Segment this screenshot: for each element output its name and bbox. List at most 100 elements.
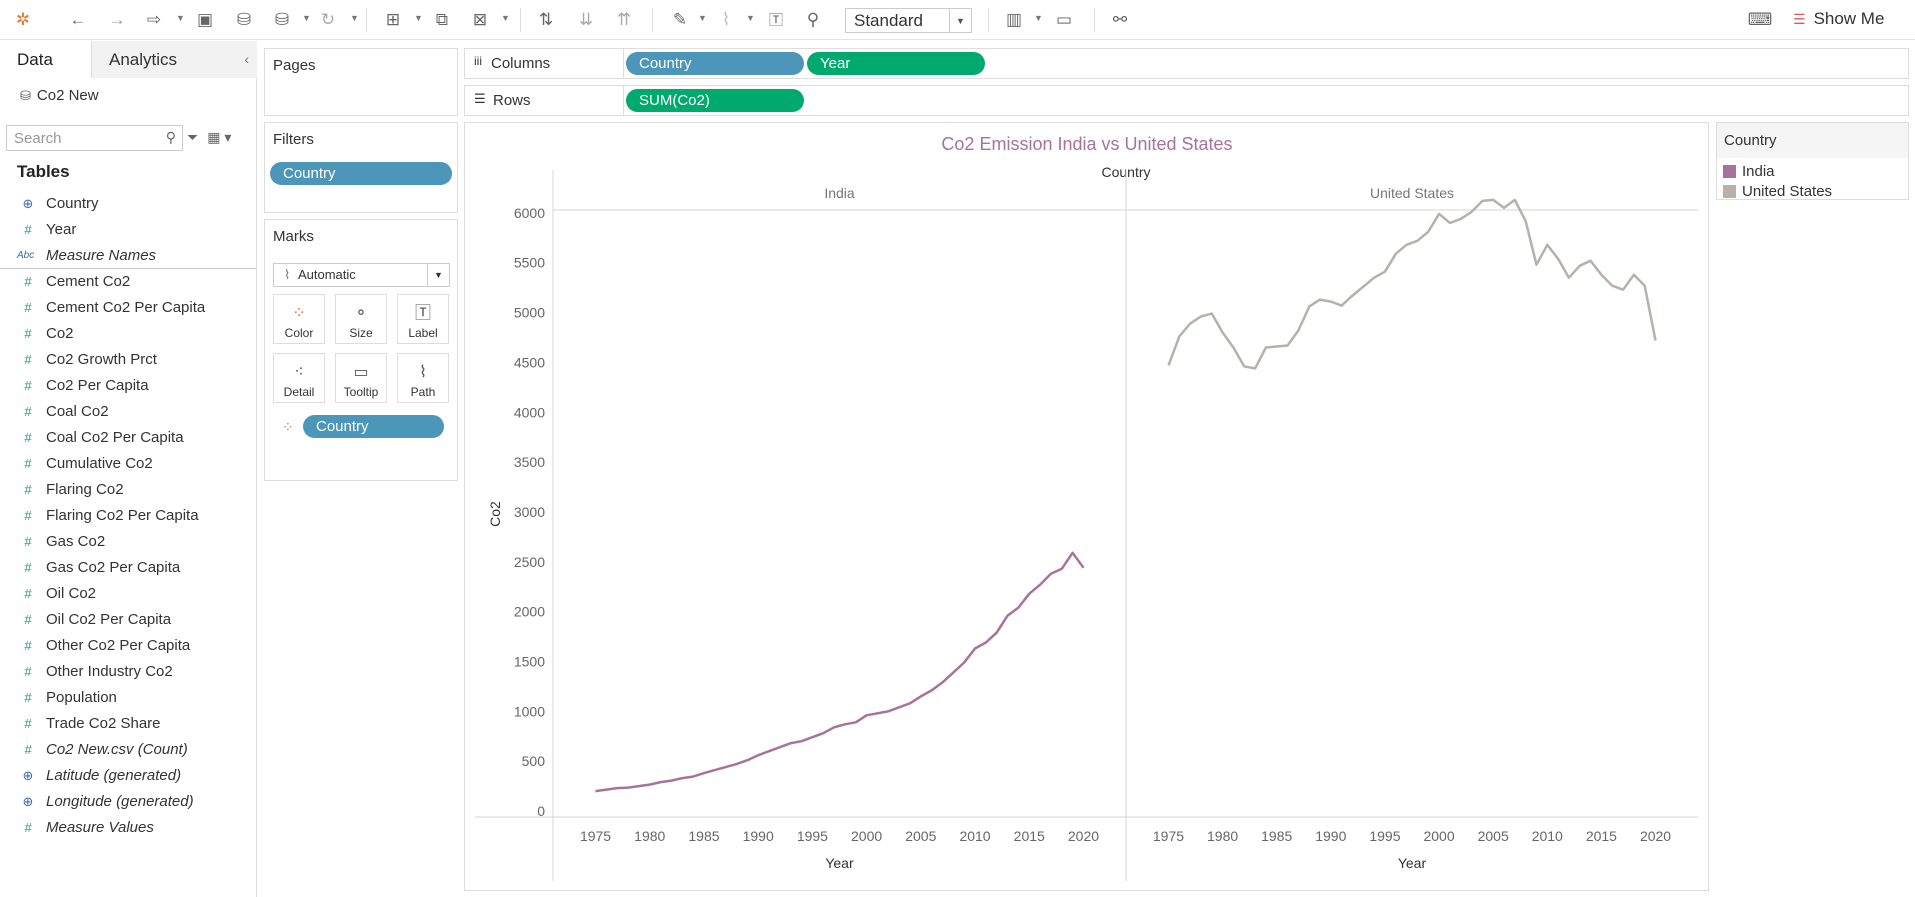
pin-icon[interactable]: ⚲	[806, 10, 820, 29]
field-item[interactable]: # Co2 Growth Prct	[0, 347, 256, 373]
swap-icon[interactable]: ⇅	[538, 10, 554, 29]
datasource-dropdown-icon[interactable]: ▼	[302, 13, 311, 23]
field-item[interactable]: # Year	[0, 217, 256, 243]
view-options-icon[interactable]: ▦ ▾	[207, 129, 232, 145]
replay-icon[interactable]: ⇨	[146, 10, 162, 29]
new-worksheet-dropdown-icon[interactable]: ▼	[414, 13, 423, 23]
field-item[interactable]: # Other Industry Co2	[0, 659, 256, 685]
clear-dropdown-icon[interactable]: ▼	[501, 13, 510, 23]
replay-dropdown-icon[interactable]: ▼	[176, 13, 185, 23]
show-me-button[interactable]: ☰ Show Me	[1793, 9, 1884, 29]
field-item[interactable]: # Population	[0, 685, 256, 711]
field-item[interactable]: # Cement Co2	[0, 269, 256, 295]
field-label: Flaring Co2	[46, 481, 124, 498]
attach-dropdown-icon[interactable]: ▼	[746, 13, 755, 23]
field-item[interactable]: # Gas Co2 Per Capita	[0, 555, 256, 581]
field-item[interactable]: # Oil Co2	[0, 581, 256, 607]
columns-shelf: iii Columns Country Year	[464, 48, 1909, 79]
field-item[interactable]: # Measure Values	[0, 815, 256, 841]
legend-item-united-states[interactable]: United States	[1723, 183, 1832, 200]
field-item[interactable]: Abc Measure Names	[0, 243, 256, 269]
attach-icon[interactable]: ⌇	[721, 10, 731, 29]
tooltip-button[interactable]: ▭ Tooltip	[335, 353, 387, 403]
collapse-icon[interactable]: ‹	[244, 51, 249, 67]
detail-button[interactable]: ⁖ Detail	[273, 353, 325, 403]
field-item[interactable]: # Cement Co2 Per Capita	[0, 295, 256, 321]
field-item[interactable]: # Oil Co2 Per Capita	[0, 607, 256, 633]
x-tick-label: 2010	[959, 828, 990, 844]
field-item[interactable]: # Coal Co2 Per Capita	[0, 425, 256, 451]
datasource-item[interactable]: ⛁ Co2 New	[20, 87, 99, 104]
marks-color-pill-country[interactable]: Country	[303, 415, 444, 438]
field-item[interactable]: # Gas Co2	[0, 529, 256, 555]
tab-data[interactable]: Data	[0, 41, 92, 78]
line-chart[interactable]: Co2 Emission India vs United StatesCount…	[465, 123, 1710, 892]
field-item[interactable]: # Co2 Per Capita	[0, 373, 256, 399]
size-button[interactable]: ⚬ Size	[335, 294, 387, 344]
field-item[interactable]: # Co2 New.csv (Count)	[0, 737, 256, 763]
rows-pill-sum-co2[interactable]: SUM(Co2)	[626, 89, 804, 112]
filter-pill-country[interactable]: Country	[270, 162, 452, 185]
new-worksheet-icon[interactable]: ⊞	[385, 10, 401, 29]
field-item[interactable]: # Coal Co2	[0, 399, 256, 425]
label-button[interactable]: 🅃 Label	[397, 294, 449, 344]
save-icon[interactable]: ▣	[196, 10, 214, 29]
y-tick-label: 3500	[514, 454, 545, 470]
chart-icon[interactable]: ▥	[1005, 10, 1023, 29]
field-label: Coal Co2 Per Capita	[46, 429, 184, 446]
x-tick-label: 1975	[1153, 828, 1184, 844]
tableau-logo-icon[interactable]: ✲	[15, 10, 31, 29]
hash-icon: #	[24, 404, 32, 419]
columns-pill-country[interactable]: Country	[626, 52, 804, 75]
color-button[interactable]: ⁘ Color	[273, 294, 325, 344]
redo-icon[interactable]: →	[108, 10, 126, 29]
text-icon[interactable]: 🅃	[769, 12, 783, 28]
highlight-dropdown-icon[interactable]: ▼	[698, 13, 707, 23]
tooltip-icon: ▭	[353, 364, 369, 381]
refresh-dropdown-icon[interactable]: ▼	[350, 13, 359, 23]
field-label: Co2 Per Capita	[46, 377, 149, 394]
chart-dropdown-icon[interactable]: ▼	[1034, 13, 1043, 23]
toolbar: ✲ ← → ⇨ ▼ ▣ ⛁ ⛁ ▼ ↻ ▼ ⊞ ▼ ⧉ ⊠ ▼ ⇅ ⇊ ⇈ ✎ …	[0, 0, 1915, 40]
field-item[interactable]: # Flaring Co2 Per Capita	[0, 503, 256, 529]
field-label: Coal Co2	[46, 403, 109, 420]
toolbar-separator	[1094, 8, 1095, 32]
share-icon[interactable]: ⚯	[1112, 10, 1128, 29]
refresh-icon[interactable]: ↻	[320, 10, 336, 29]
tooltip-settings-icon[interactable]: ⌨	[1747, 10, 1773, 29]
filter-icon[interactable]: ⏷	[187, 129, 199, 145]
field-item[interactable]: # Trade Co2 Share	[0, 711, 256, 737]
y-tick-label: 5000	[514, 305, 545, 321]
detail-button-label: Detail	[283, 385, 315, 399]
datasource-icon[interactable]: ⛁	[274, 10, 290, 29]
field-item[interactable]: # Cumulative Co2	[0, 451, 256, 477]
field-item[interactable]: ⊕ Country	[0, 191, 256, 217]
sort-asc-icon[interactable]: ⇊	[578, 10, 594, 29]
field-label: Trade Co2 Share	[46, 715, 161, 732]
duplicate-icon[interactable]: ⧉	[435, 10, 449, 29]
tab-analytics[interactable]: Analytics ‹	[92, 41, 257, 78]
sort-desc-icon[interactable]: ⇈	[616, 10, 632, 29]
path-button[interactable]: ⌇ Path	[397, 353, 449, 403]
legend-item-india[interactable]: India	[1723, 163, 1775, 180]
field-item[interactable]: # Flaring Co2	[0, 477, 256, 503]
legend-swatch-india	[1723, 165, 1736, 178]
hash-icon: #	[24, 638, 32, 653]
field-item[interactable]: ⊕ Latitude (generated)	[0, 763, 256, 789]
mark-type-select[interactable]: ⌇ Automatic ▼	[273, 263, 450, 287]
field-item[interactable]: # Other Co2 Per Capita	[0, 633, 256, 659]
fit-mode-select[interactable]: Standard ▼	[845, 8, 972, 33]
highlight-icon[interactable]: ✎	[672, 10, 688, 29]
field-item[interactable]: ⊕ Longitude (generated)	[0, 789, 256, 815]
columns-pill-year[interactable]: Year	[807, 52, 985, 75]
y-tick-label: 2000	[514, 604, 545, 620]
clear-icon[interactable]: ⊠	[472, 10, 488, 29]
field-label: Cement Co2 Per Capita	[46, 299, 206, 316]
new-datasource-icon[interactable]: ⛁	[236, 10, 252, 29]
legend-swatch-united-states	[1723, 185, 1736, 198]
undo-icon[interactable]: ←	[69, 10, 87, 29]
field-item[interactable]: # Co2	[0, 321, 256, 347]
search-input[interactable]: Search ⚲	[6, 125, 183, 151]
presentation-icon[interactable]: ▭	[1055, 10, 1073, 29]
globe-icon: ⊕	[22, 768, 34, 783]
